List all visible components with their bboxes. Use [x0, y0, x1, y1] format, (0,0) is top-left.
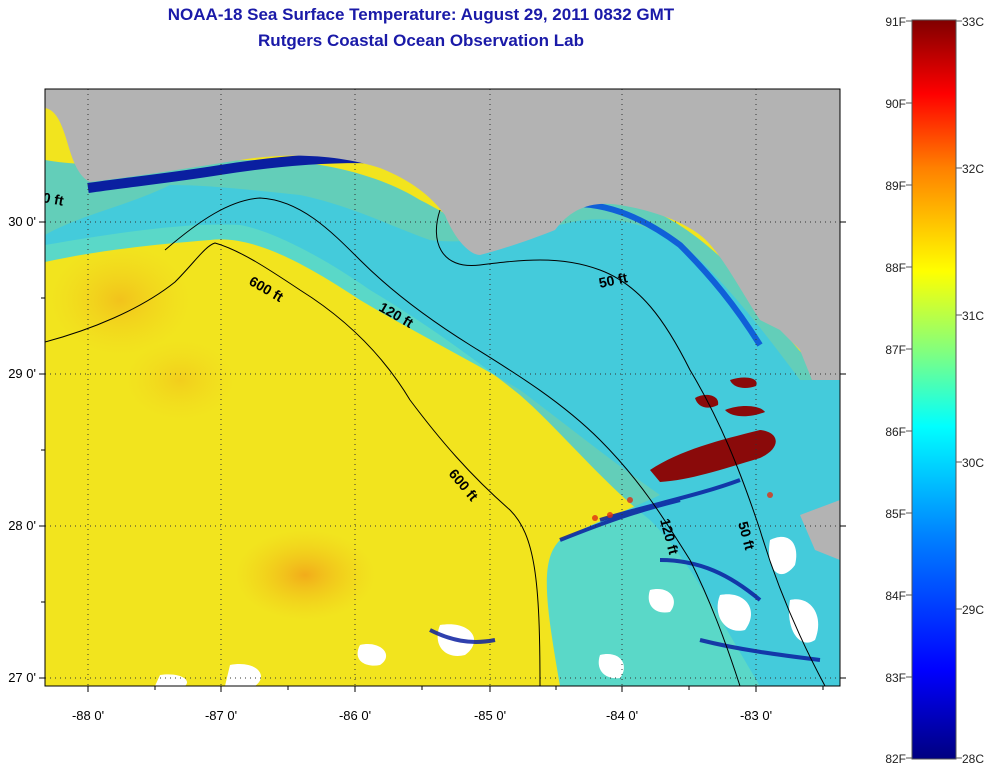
contour-label-50ft-south: 50 ft	[735, 520, 758, 552]
colorbar-fahrenheit-labels: 91F 90F 89F 88F 87F 86F 85F 84F 83F 82F	[885, 15, 906, 766]
cb-c-label: 31C	[962, 309, 984, 323]
warm-patches	[650, 377, 776, 482]
cb-f-label: 91F	[885, 15, 906, 29]
cb-f-label: 86F	[885, 425, 906, 439]
cb-c-label: 33C	[962, 15, 984, 29]
temperature-colorbar	[911, 19, 957, 760]
map-title: NOAA-18 Sea Surface Temperature: August …	[167, 5, 675, 24]
cb-f-label: 84F	[885, 589, 906, 603]
lat-label: 28 0'	[8, 518, 36, 533]
cb-c-label: 30C	[962, 456, 984, 470]
depth-contours	[45, 197, 826, 686]
cb-f-label: 88F	[885, 261, 906, 275]
lon-label: -86 0'	[339, 708, 371, 723]
contour-label-50ft: 50 ft	[597, 269, 629, 291]
lat-label: 30 0'	[8, 214, 36, 229]
cb-c-label: 28C	[962, 752, 984, 766]
cb-f-label: 90F	[885, 97, 906, 111]
cloud-gaps	[155, 536, 819, 686]
lon-label: -83 0'	[740, 708, 772, 723]
lon-label: -88 0'	[72, 708, 104, 723]
cb-c-label: 29C	[962, 603, 984, 617]
colorbar-celsius-labels: 33C 32C 31C 30C 29C 28C	[962, 15, 984, 766]
lat-label: 29 0'	[8, 366, 36, 381]
axis-ticks	[39, 221, 846, 692]
cb-f-label: 83F	[885, 671, 906, 685]
lon-label: -84 0'	[606, 708, 638, 723]
contour-label-0ft: 0 ft	[41, 189, 65, 208]
cb-c-label: 32C	[962, 162, 984, 176]
map-frame	[44, 88, 841, 687]
lat-label: 27 0'	[8, 670, 36, 685]
map-subtitle: Rutgers Coastal Ocean Observation Lab	[258, 31, 584, 50]
land	[45, 89, 840, 380]
cb-f-label: 87F	[885, 343, 906, 357]
lon-label: -87 0'	[205, 708, 237, 723]
cb-f-label: 82F	[885, 752, 906, 766]
cb-f-label: 89F	[885, 179, 906, 193]
cb-f-label: 85F	[885, 507, 906, 521]
lon-label: -85 0'	[474, 708, 506, 723]
sst-field: 600 ft 120 ft 50 ft 600 ft 120 ft 50 ft …	[41, 89, 840, 686]
